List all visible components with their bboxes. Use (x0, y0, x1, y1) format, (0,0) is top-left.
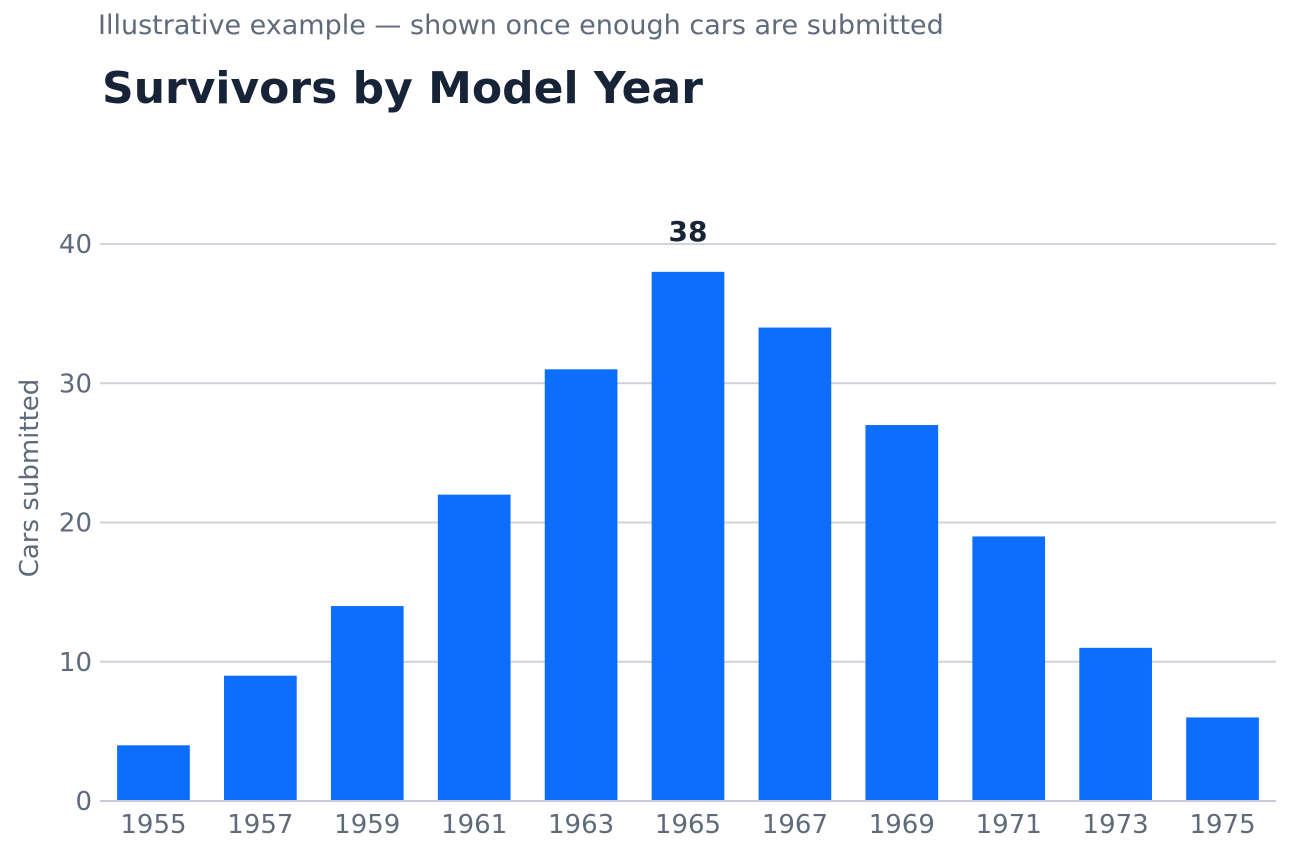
x-tick-label: 1971 (976, 810, 1042, 840)
x-tick-label: 1965 (655, 810, 721, 840)
bar-1955 (117, 745, 190, 801)
x-tick-label: 1967 (762, 810, 828, 840)
bar-1973 (1079, 647, 1152, 801)
y-tick-label: 0 (75, 787, 92, 817)
bar-1963 (544, 369, 618, 801)
x-tick-label: 1963 (548, 810, 614, 840)
bar-1957 (224, 675, 297, 801)
x-tick-label: 1955 (120, 810, 186, 840)
x-tick-label: 1975 (1189, 810, 1255, 840)
y-tick-label: 40 (59, 230, 92, 260)
bar-1975 (1186, 717, 1259, 801)
x-tick-label: 1973 (1083, 810, 1149, 840)
bar-1959 (330, 606, 404, 801)
y-tick-label: 10 (59, 648, 92, 678)
y-axis-title: Cars submitted (15, 379, 45, 578)
x-tick-label: 1957 (227, 810, 293, 840)
labels: 0 10 20 30 40 1955 1957 1959 1961 1963 1965 38 1967 1… (59, 215, 1256, 840)
bar-1961 (437, 494, 511, 801)
x-tick-label: 1969 (869, 810, 935, 840)
x-tick-label: 1961 (441, 810, 507, 840)
y-tick-label: 20 (59, 509, 92, 539)
bar-1969 (865, 425, 939, 801)
bar-1971 (972, 536, 1046, 801)
bar-1967 (758, 327, 832, 801)
chart-subtitle: Illustrative example — shown once enough… (98, 10, 944, 41)
bars (117, 271, 1259, 802)
x-tick-label: 1959 (334, 810, 400, 840)
chart-title: Survivors by Model Year (102, 63, 703, 114)
bar-1965 (651, 271, 725, 802)
y-tick-label: 30 (59, 369, 92, 399)
data-label-peak: 38 (669, 215, 708, 248)
